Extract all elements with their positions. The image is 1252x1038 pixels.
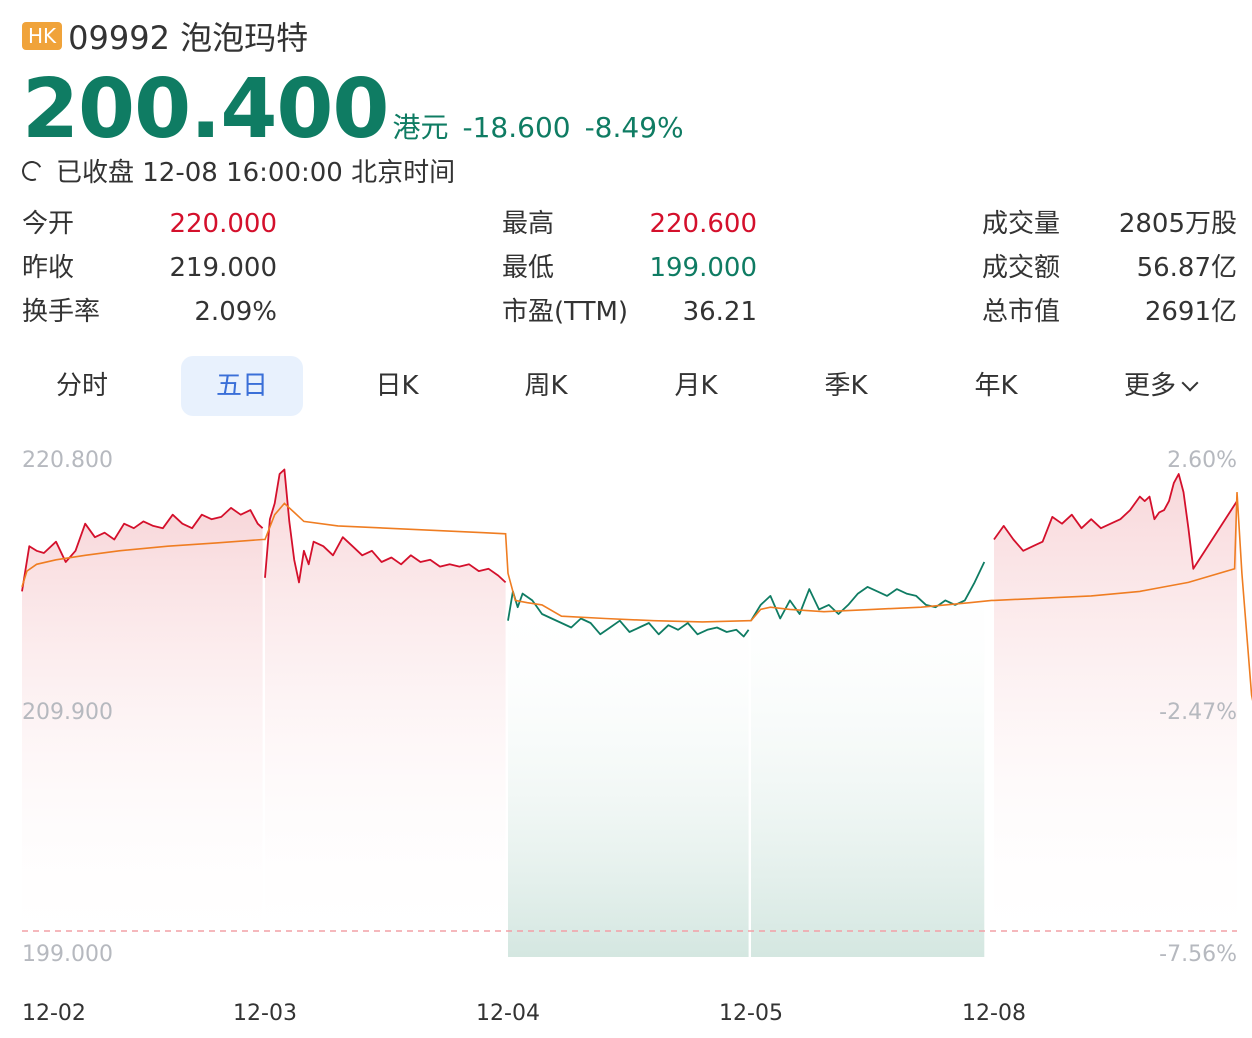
x-tick-12-05: 12-05 xyxy=(719,1001,783,1026)
tab-daily-k[interactable]: 日K xyxy=(375,371,419,401)
tab-more-label: 更多 xyxy=(1123,371,1176,401)
average-price-line xyxy=(21,492,1252,702)
five-day-chart[interactable]: 220.800 209.900 199.000 2.60% -2.47% -7.56% 12… xyxy=(0,440,1252,1038)
market-status: 已收盘 12-08 16:00:00 北京时间 xyxy=(19,152,456,189)
price-area-day-2 xyxy=(265,469,506,957)
high-label: 最高 xyxy=(502,209,555,239)
tab-yearly-k[interactable]: 年K xyxy=(974,371,1018,401)
amount-label: 成交额 xyxy=(982,253,1061,283)
x-tick-12-04: 12-04 xyxy=(476,1001,540,1026)
stock-header: HK 09992 泡泡玛特 xyxy=(22,14,308,58)
price-line-day-4 xyxy=(750,561,986,622)
pe-label: 市盈(TTM) xyxy=(502,297,629,327)
y-tick-right-0: 2.60% xyxy=(1167,448,1237,473)
low-label: 最低 xyxy=(502,253,555,283)
high-value: 220.600 xyxy=(649,209,757,239)
open-value: 220.000 xyxy=(169,209,277,239)
y-tick-right-1: -2.47% xyxy=(1159,700,1237,725)
price-line-day-2 xyxy=(264,468,507,584)
x-tick-12-08: 12-08 xyxy=(962,1001,1026,1026)
tab-quarterly-k[interactable]: 季K xyxy=(824,371,868,401)
tab-intraday[interactable]: 分时 xyxy=(55,371,108,401)
tab-more[interactable]: 更多 xyxy=(1105,356,1215,416)
last-price: 200.400 xyxy=(22,62,389,157)
stock-code-name: 09992 泡泡玛特 xyxy=(68,19,309,57)
price-line-day-3 xyxy=(507,590,750,638)
period-tabs: 分时 五日 日K 周K 月K 季K 年K 更多 xyxy=(0,356,1252,416)
low-value: 199.000 xyxy=(649,253,757,283)
currency-unit: 港元 xyxy=(392,111,449,144)
turnover-rate-label: 换手率 xyxy=(22,297,101,327)
volume-value: 2805万股 xyxy=(1118,209,1237,239)
volume-label: 成交量 xyxy=(982,209,1061,239)
price-change: -18.600 xyxy=(462,111,571,144)
tab-weekly-k[interactable]: 周K xyxy=(524,371,568,401)
market-badge: HK xyxy=(22,22,63,50)
turnover-rate-value: 2.09% xyxy=(194,297,277,327)
prev-close-label: 昨收 xyxy=(22,253,75,283)
chevron-down-icon xyxy=(1181,374,1199,392)
prev-close-value: 219.000 xyxy=(169,253,277,283)
price-area-day-3 xyxy=(508,591,749,957)
price-change-pct: -8.49% xyxy=(584,111,684,144)
mcap-label: 总市值 xyxy=(982,297,1061,327)
clock-icon xyxy=(19,157,45,184)
y-tick-left-1: 209.900 xyxy=(22,700,113,725)
price-line-day-5 xyxy=(993,473,1238,570)
price-area-day-1 xyxy=(22,507,263,957)
price-area-day-5 xyxy=(994,474,1237,957)
price-area-day-4 xyxy=(751,562,985,957)
status-text: 已收盘 12-08 16:00:00 北京时间 xyxy=(56,158,456,188)
x-tick-12-02: 12-02 xyxy=(22,1001,86,1026)
tab-monthly-k[interactable]: 月K xyxy=(674,371,718,401)
amount-value: 56.87亿 xyxy=(1136,253,1237,283)
y-tick-left-0: 220.800 xyxy=(22,448,113,473)
tab-five-day[interactable]: 五日 xyxy=(181,356,303,416)
pe-value: 36.21 xyxy=(682,297,757,327)
price-line-day-1 xyxy=(21,507,264,592)
mcap-value: 2691亿 xyxy=(1144,297,1237,327)
x-tick-12-03: 12-03 xyxy=(233,1001,297,1026)
quote-row: 200.400 港元 -18.600 -8.49% xyxy=(22,62,684,158)
y-tick-left-2: 199.000 xyxy=(22,942,113,967)
open-label: 今开 xyxy=(22,209,75,239)
y-tick-right-2: -7.56% xyxy=(1159,942,1237,967)
